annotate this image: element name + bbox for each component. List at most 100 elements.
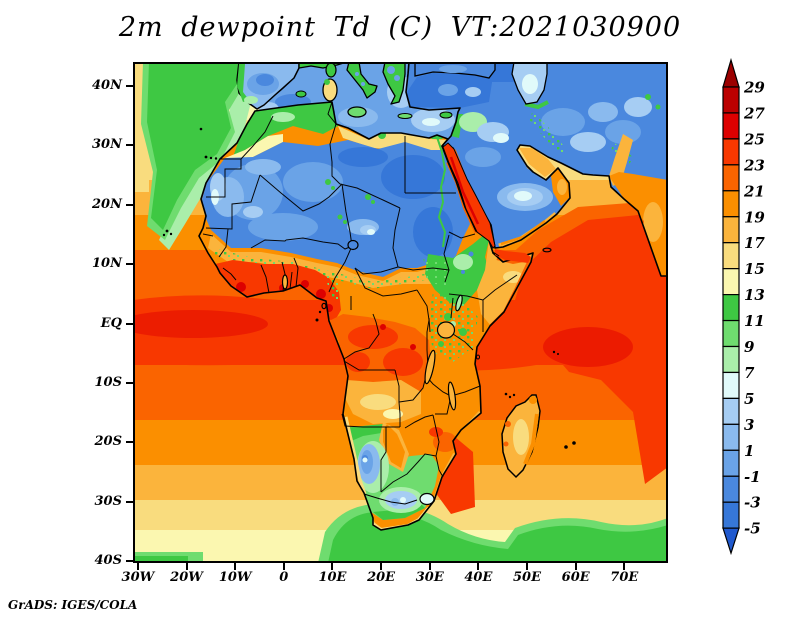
africa-surface-detail (202, 102, 533, 530)
corsica-island (325, 62, 337, 78)
colorbar-label: 9 (744, 338, 755, 356)
colorbar-label: 1 (744, 442, 754, 460)
y-tick-label: 30N (92, 137, 122, 153)
great-lakes (281, 239, 463, 411)
colorbar-label: 19 (744, 208, 765, 226)
colorbar-label: 7 (744, 364, 755, 382)
colorbar-bottom-arrow (722, 527, 740, 556)
italy-peninsula (346, 62, 378, 99)
y-axis-tick (126, 441, 133, 444)
y-tick-label: 30S (94, 493, 122, 509)
y-tick-label: 40N (92, 77, 122, 93)
y-axis-tick (126, 322, 133, 325)
y-tick-label: 20S (94, 434, 122, 450)
y-tick-label: EQ (100, 315, 122, 331)
country-borders (202, 101, 518, 493)
colorbar-segment (722, 423, 740, 451)
colorbar-segment (722, 138, 740, 166)
x-axis-tick (185, 563, 188, 570)
colorbar-segment (722, 86, 740, 114)
lake-chad (347, 239, 359, 251)
y-axis-tick (126, 560, 133, 563)
kalahari-orange-tongue (383, 424, 405, 468)
ethiopia-highlands-green (425, 234, 489, 306)
x-axis-tick (282, 563, 285, 570)
x-tick-label: 0 (279, 570, 289, 585)
x-tick-label: 20E (367, 570, 396, 585)
colorbar-label: 21 (743, 182, 765, 200)
lake-volta (281, 274, 289, 290)
indus-valley-region (609, 134, 633, 186)
colorbar-segment (722, 475, 740, 503)
x-tick-label: 70E (610, 570, 639, 585)
colorbar-label: 29 (743, 79, 765, 97)
x-tick-label: 40E (464, 570, 493, 585)
grads-attribution: GrADS: IGES/COLA (8, 598, 138, 612)
cyprus-island (439, 111, 453, 119)
colorbar-canvas: 29 27 25 23 21 19 17 15 13 11 9 7 5 3 1 -1 -3 -5 (722, 57, 765, 556)
x-tick-label: 10E (318, 570, 347, 585)
x-axis-tick (428, 563, 431, 570)
colorbar-segment (722, 397, 740, 425)
madagascar-island (501, 394, 541, 479)
y-axis-tick (126, 500, 133, 503)
x-tick-label: 60E (561, 570, 590, 585)
balearic-islands (295, 90, 307, 98)
empty-quarter-pale-patch (514, 191, 532, 201)
y-tick-label: 20N (92, 196, 122, 212)
colorbar-segment (722, 345, 740, 374)
colorbar-label: 11 (744, 312, 765, 330)
colorbar-segment (722, 294, 740, 322)
colorbar-label: 5 (744, 390, 754, 408)
y-tick-label: 10S (94, 374, 122, 390)
nile-river-green-line (436, 136, 447, 248)
x-tick-label: 30W (121, 570, 155, 585)
small-islands (162, 127, 576, 449)
x-axis-tick (623, 563, 626, 570)
x-axis-tick (331, 563, 334, 570)
colorbar-segment (722, 268, 740, 296)
colorbar-label: -3 (744, 494, 761, 512)
x-tick-label: 20W (170, 570, 203, 585)
colorbar-label: -1 (744, 468, 761, 486)
colorbar-label: 23 (743, 156, 765, 174)
colorbar-top-arrow (722, 57, 740, 88)
colorbar-segment (722, 501, 740, 529)
lake-turkana (455, 294, 463, 312)
page-title: 2m dewpoint Td (C) VT:2021030900 (118, 12, 682, 43)
colorbar-label: -5 (744, 520, 761, 538)
x-axis-tick (136, 563, 139, 570)
map-plot-area (133, 62, 668, 563)
y-axis-tick (126, 144, 133, 147)
lake-tanganyika (424, 349, 436, 385)
lake-malawi (447, 381, 457, 411)
x-axis-tick (526, 563, 529, 570)
colorbar-label: 3 (744, 416, 754, 434)
colorbar-legend: 29 27 25 23 21 19 17 15 13 11 9 7 5 3 1 -1 -3 -5 (720, 57, 798, 558)
northeast-atlantic-green-patch (147, 62, 239, 230)
x-axis-tick (574, 563, 577, 570)
plot-frame (133, 62, 668, 563)
y-axis-tick (126, 84, 133, 87)
sicily-island (347, 106, 367, 118)
colorbar-label: 13 (744, 286, 765, 304)
x-axis-tick (234, 563, 237, 570)
arabian-sea-red-zone (515, 212, 668, 300)
colorbar-label: 15 (744, 260, 765, 278)
colorbar-segment (722, 242, 740, 270)
x-tick-label: 50E (513, 570, 542, 585)
y-axis-tick (126, 381, 133, 384)
x-axis-tick (380, 563, 383, 570)
colorbar-segment (722, 319, 740, 348)
y-axis-tick (126, 203, 133, 206)
maghreb-green-strip (233, 102, 338, 157)
colorbar-segment (722, 371, 740, 400)
orange-river-line (363, 493, 418, 505)
colorbar-segment (722, 449, 740, 477)
colorbar-segment (722, 164, 740, 192)
y-axis-tick (126, 263, 133, 266)
colorbar-segment (722, 112, 740, 140)
inland-seas (414, 62, 556, 263)
lake-victoria (436, 321, 456, 339)
